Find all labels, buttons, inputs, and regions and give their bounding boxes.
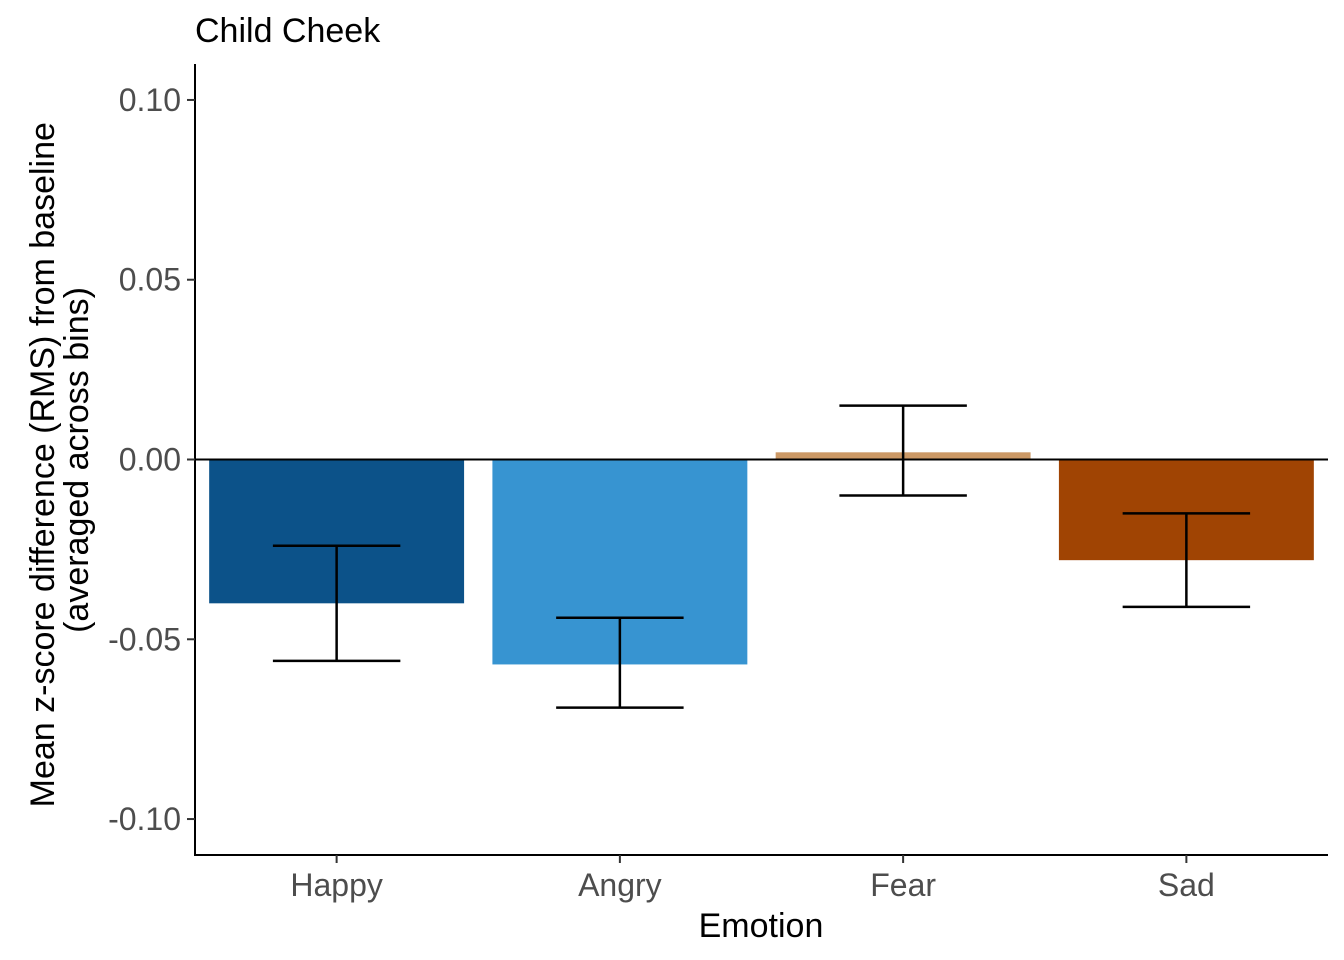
x-tick-label: Angry — [578, 867, 662, 903]
error-bars-layer — [272, 404, 1251, 709]
x-tick-label: Happy — [290, 867, 383, 903]
error-bar-happy — [272, 544, 401, 663]
x-tick-label: Fear — [870, 867, 936, 903]
y-tick-label: 0.05 — [119, 262, 181, 298]
error-bar-sad — [1122, 512, 1251, 609]
y-tick-label: 0.00 — [119, 442, 181, 478]
x-ticks: Happy Angry Fear Sad — [290, 855, 1215, 903]
chart-title: Child Cheek — [195, 12, 381, 50]
y-axis-title-line-1: Mean z-score difference (RMS) from basel… — [24, 122, 62, 807]
bars-layer — [209, 452, 1314, 665]
y-tick-label: 0.10 — [119, 82, 181, 118]
y-tick-label: -0.10 — [108, 801, 181, 837]
y-tick-label: -0.05 — [108, 621, 181, 657]
error-bar-angry — [556, 616, 684, 709]
y-axis-title-line-2: (averaged across bins) — [58, 287, 96, 633]
error-bar-fear — [839, 404, 967, 497]
x-axis-title: Emotion — [699, 907, 824, 945]
y-ticks: -0.10 -0.05 0.00 0.05 0.10 — [108, 82, 195, 837]
y-axis-title: Mean z-score difference (RMS) from basel… — [24, 113, 96, 808]
x-tick-label: Sad — [1158, 867, 1215, 903]
